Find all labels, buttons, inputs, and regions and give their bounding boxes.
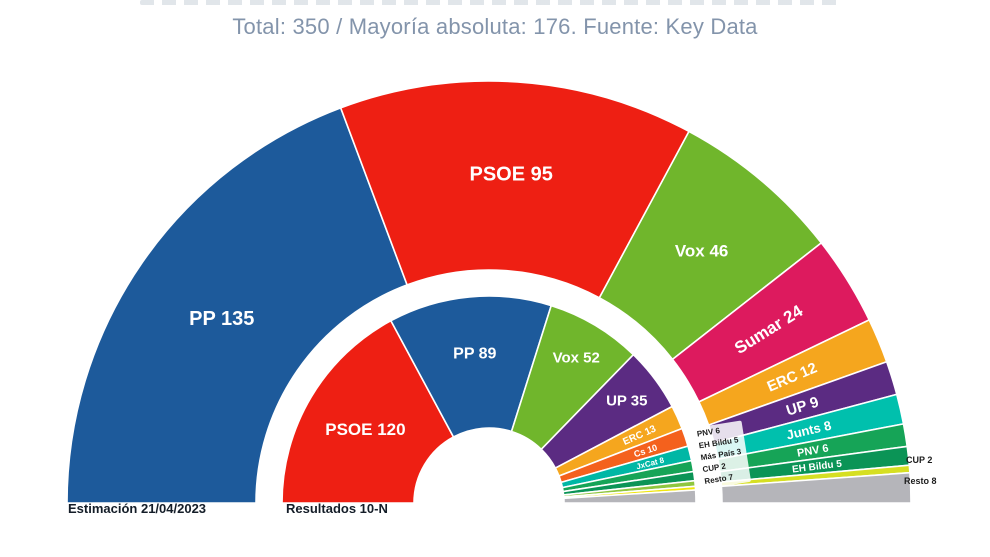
segment-results-pp [389, 295, 553, 439]
segment-label-results-up: UP 35 [606, 392, 647, 409]
inner-ring-small-party-labels: PNV 6 EH Bildu 5 Más País 3 CUP 2 Resto 7 [694, 420, 752, 490]
segment-results-psoe [281, 319, 455, 504]
segment-estimation-pp [66, 106, 409, 504]
chart-title: Total: 350 / Mayoría absoluta: 176. Fuen… [232, 14, 758, 39]
segment-label-results-vox: Vox 52 [553, 349, 600, 366]
legend-estimation: Estimación 21/04/2023 [68, 501, 207, 516]
segment-estimation-resto [720, 471, 912, 504]
segment-label-results-pp: PP 89 [453, 345, 496, 362]
outer-resto-label: Resto 8 [904, 476, 937, 486]
segment-label-estimation-pnv: PNV 6 [796, 442, 829, 459]
legend-results: Resultados 10-N [286, 501, 388, 516]
segment-label-estimation-psoe: PSOE 95 [470, 164, 553, 186]
outer-cup-label: CUP 2 [906, 455, 933, 465]
segment-label-estimation-pp: PP 135 [189, 308, 254, 330]
segment-estimation-psoe [339, 80, 691, 299]
segment-label-estimation-vox: Vox 46 [675, 242, 729, 261]
cropped-headline-remnant [140, 0, 840, 5]
segment-results-resto [563, 489, 697, 504]
segment-label-results-psoe: PSOE 120 [325, 420, 405, 439]
